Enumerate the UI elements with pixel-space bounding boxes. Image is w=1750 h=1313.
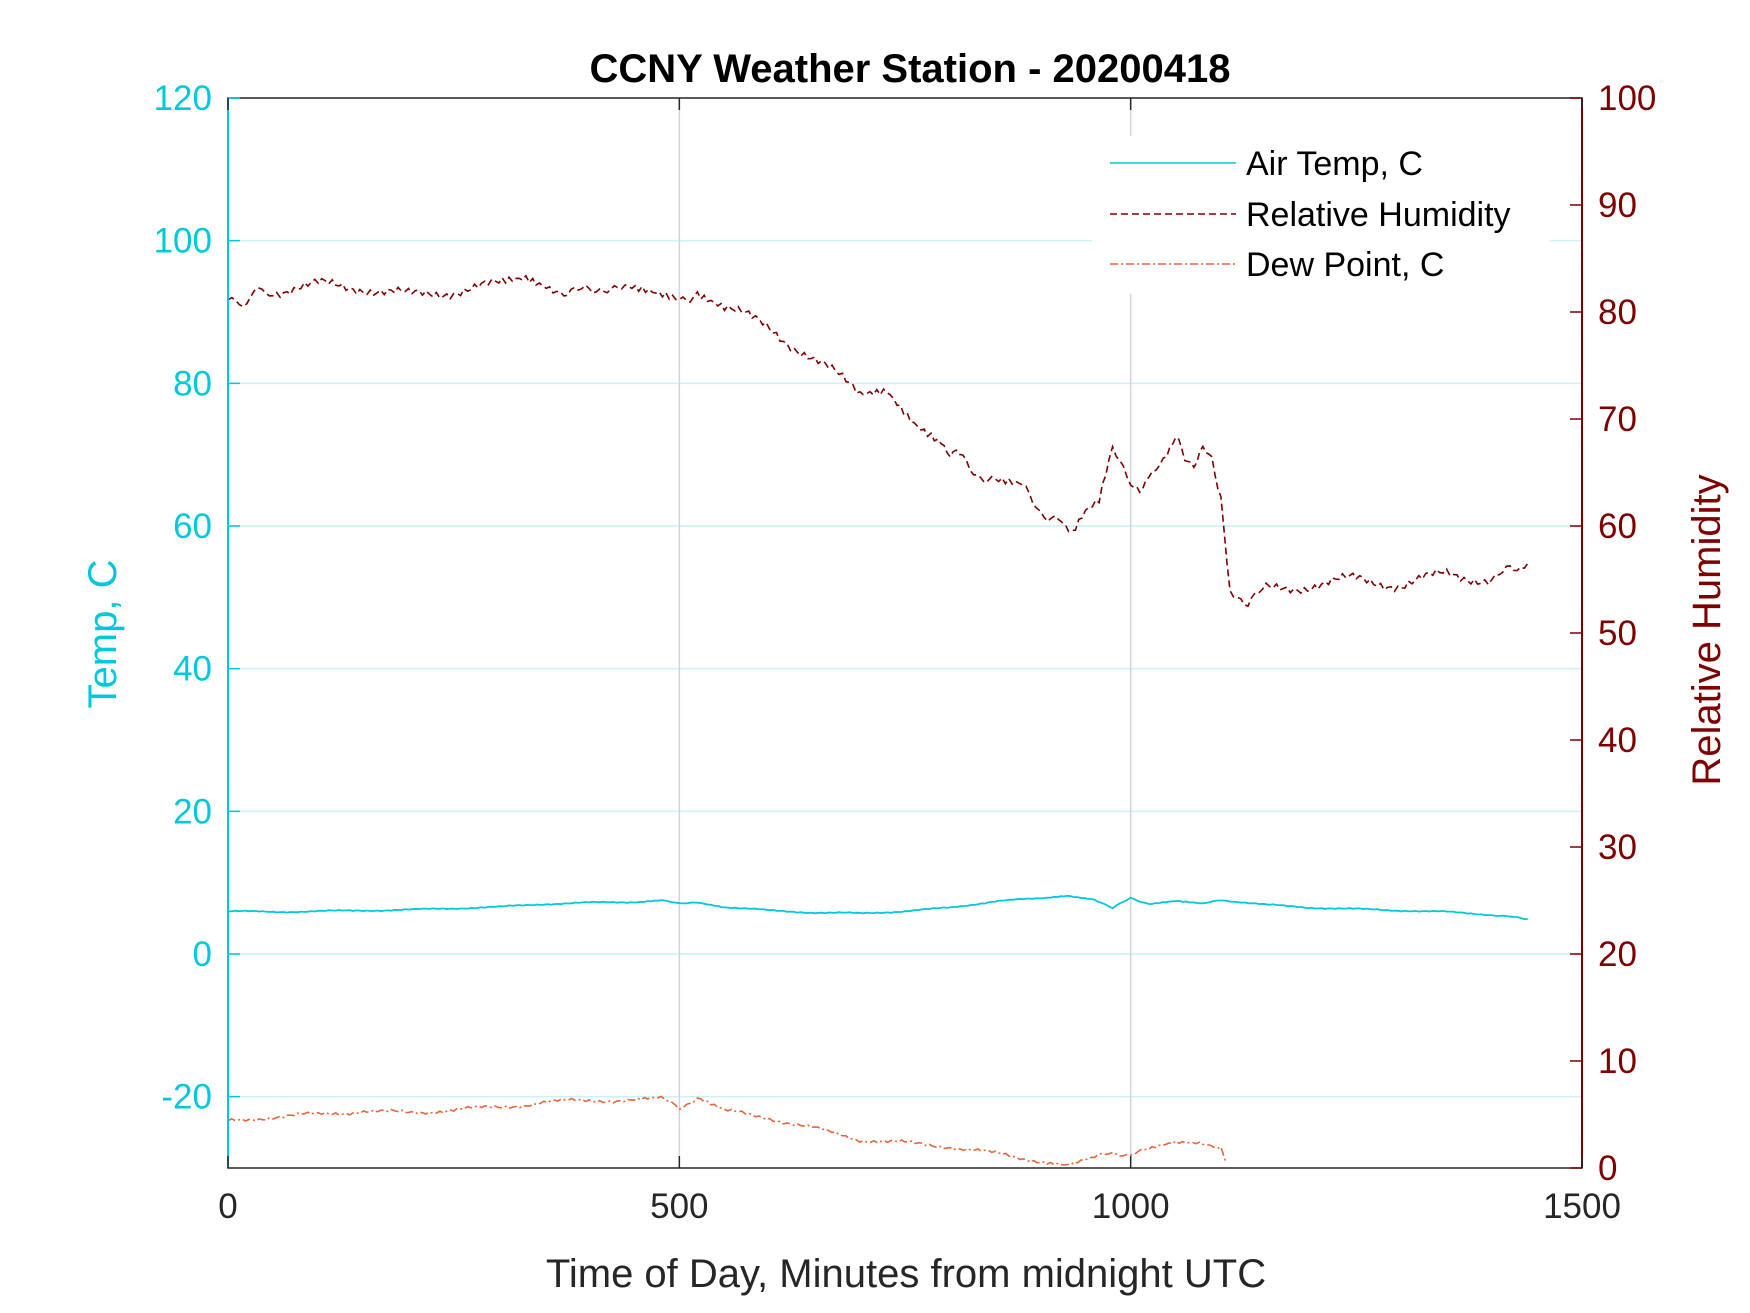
y-tick-label-right: 100 xyxy=(1598,79,1656,118)
series-dew-point xyxy=(227,1095,1227,1166)
y-tick-label-left: 40 xyxy=(173,650,212,689)
axes: -20 0 20 40 60 80 100 120 0 10 20 30 40 50 60 70 80 90 100… xyxy=(154,79,1657,1226)
legend-label-dew-point: Dew Point, C xyxy=(1246,246,1444,284)
series-layer xyxy=(227,274,1529,1166)
x-tick-label: 1500 xyxy=(1543,1187,1621,1226)
y-tick-label-right: 50 xyxy=(1598,614,1637,653)
x-tick-label: 1000 xyxy=(1092,1187,1170,1226)
x-tick-label: 500 xyxy=(650,1187,708,1226)
y-tick-label-left: 80 xyxy=(173,364,212,403)
legend-label-relative-humidity: Relative Humidity xyxy=(1246,196,1511,234)
series-relative-humidity xyxy=(227,274,1529,608)
y-axis-label-right: Relative Humidity xyxy=(1685,474,1729,785)
y-tick-label-right: 60 xyxy=(1598,507,1637,546)
y-tick-label-left: 120 xyxy=(154,79,212,118)
y-tick-label-left: -20 xyxy=(161,1078,212,1117)
y-tick-label-right: 20 xyxy=(1598,935,1637,974)
y-tick-label-left: 100 xyxy=(154,222,212,261)
legend-label-air-temp: Air Temp, C xyxy=(1246,145,1423,183)
legend: Air Temp, C Relative Humidity Dew Point,… xyxy=(1092,136,1550,294)
y-tick-label-left: 60 xyxy=(173,507,212,546)
y-tick-label-right: 10 xyxy=(1598,1042,1637,1081)
y-tick-label-right: 70 xyxy=(1598,400,1637,439)
y-tick-label-right: 0 xyxy=(1598,1149,1617,1188)
y-tick-label-right: 90 xyxy=(1598,186,1637,225)
chart-title: CCNY Weather Station - 20200418 xyxy=(590,47,1231,91)
x-axis-label: Time of Day, Minutes from midnight UTC xyxy=(546,1252,1266,1296)
y-tick-label-right: 80 xyxy=(1598,293,1637,332)
x-tick-label: 0 xyxy=(218,1187,237,1226)
y-tick-label-right: 40 xyxy=(1598,721,1637,760)
y-tick-label-right: 30 xyxy=(1598,828,1637,867)
y-tick-label-left: 20 xyxy=(173,792,212,831)
y-tick-label-left: 0 xyxy=(193,935,212,974)
series-air-temp xyxy=(227,894,1528,921)
y-axis-label-left: Temp, C xyxy=(81,560,125,709)
